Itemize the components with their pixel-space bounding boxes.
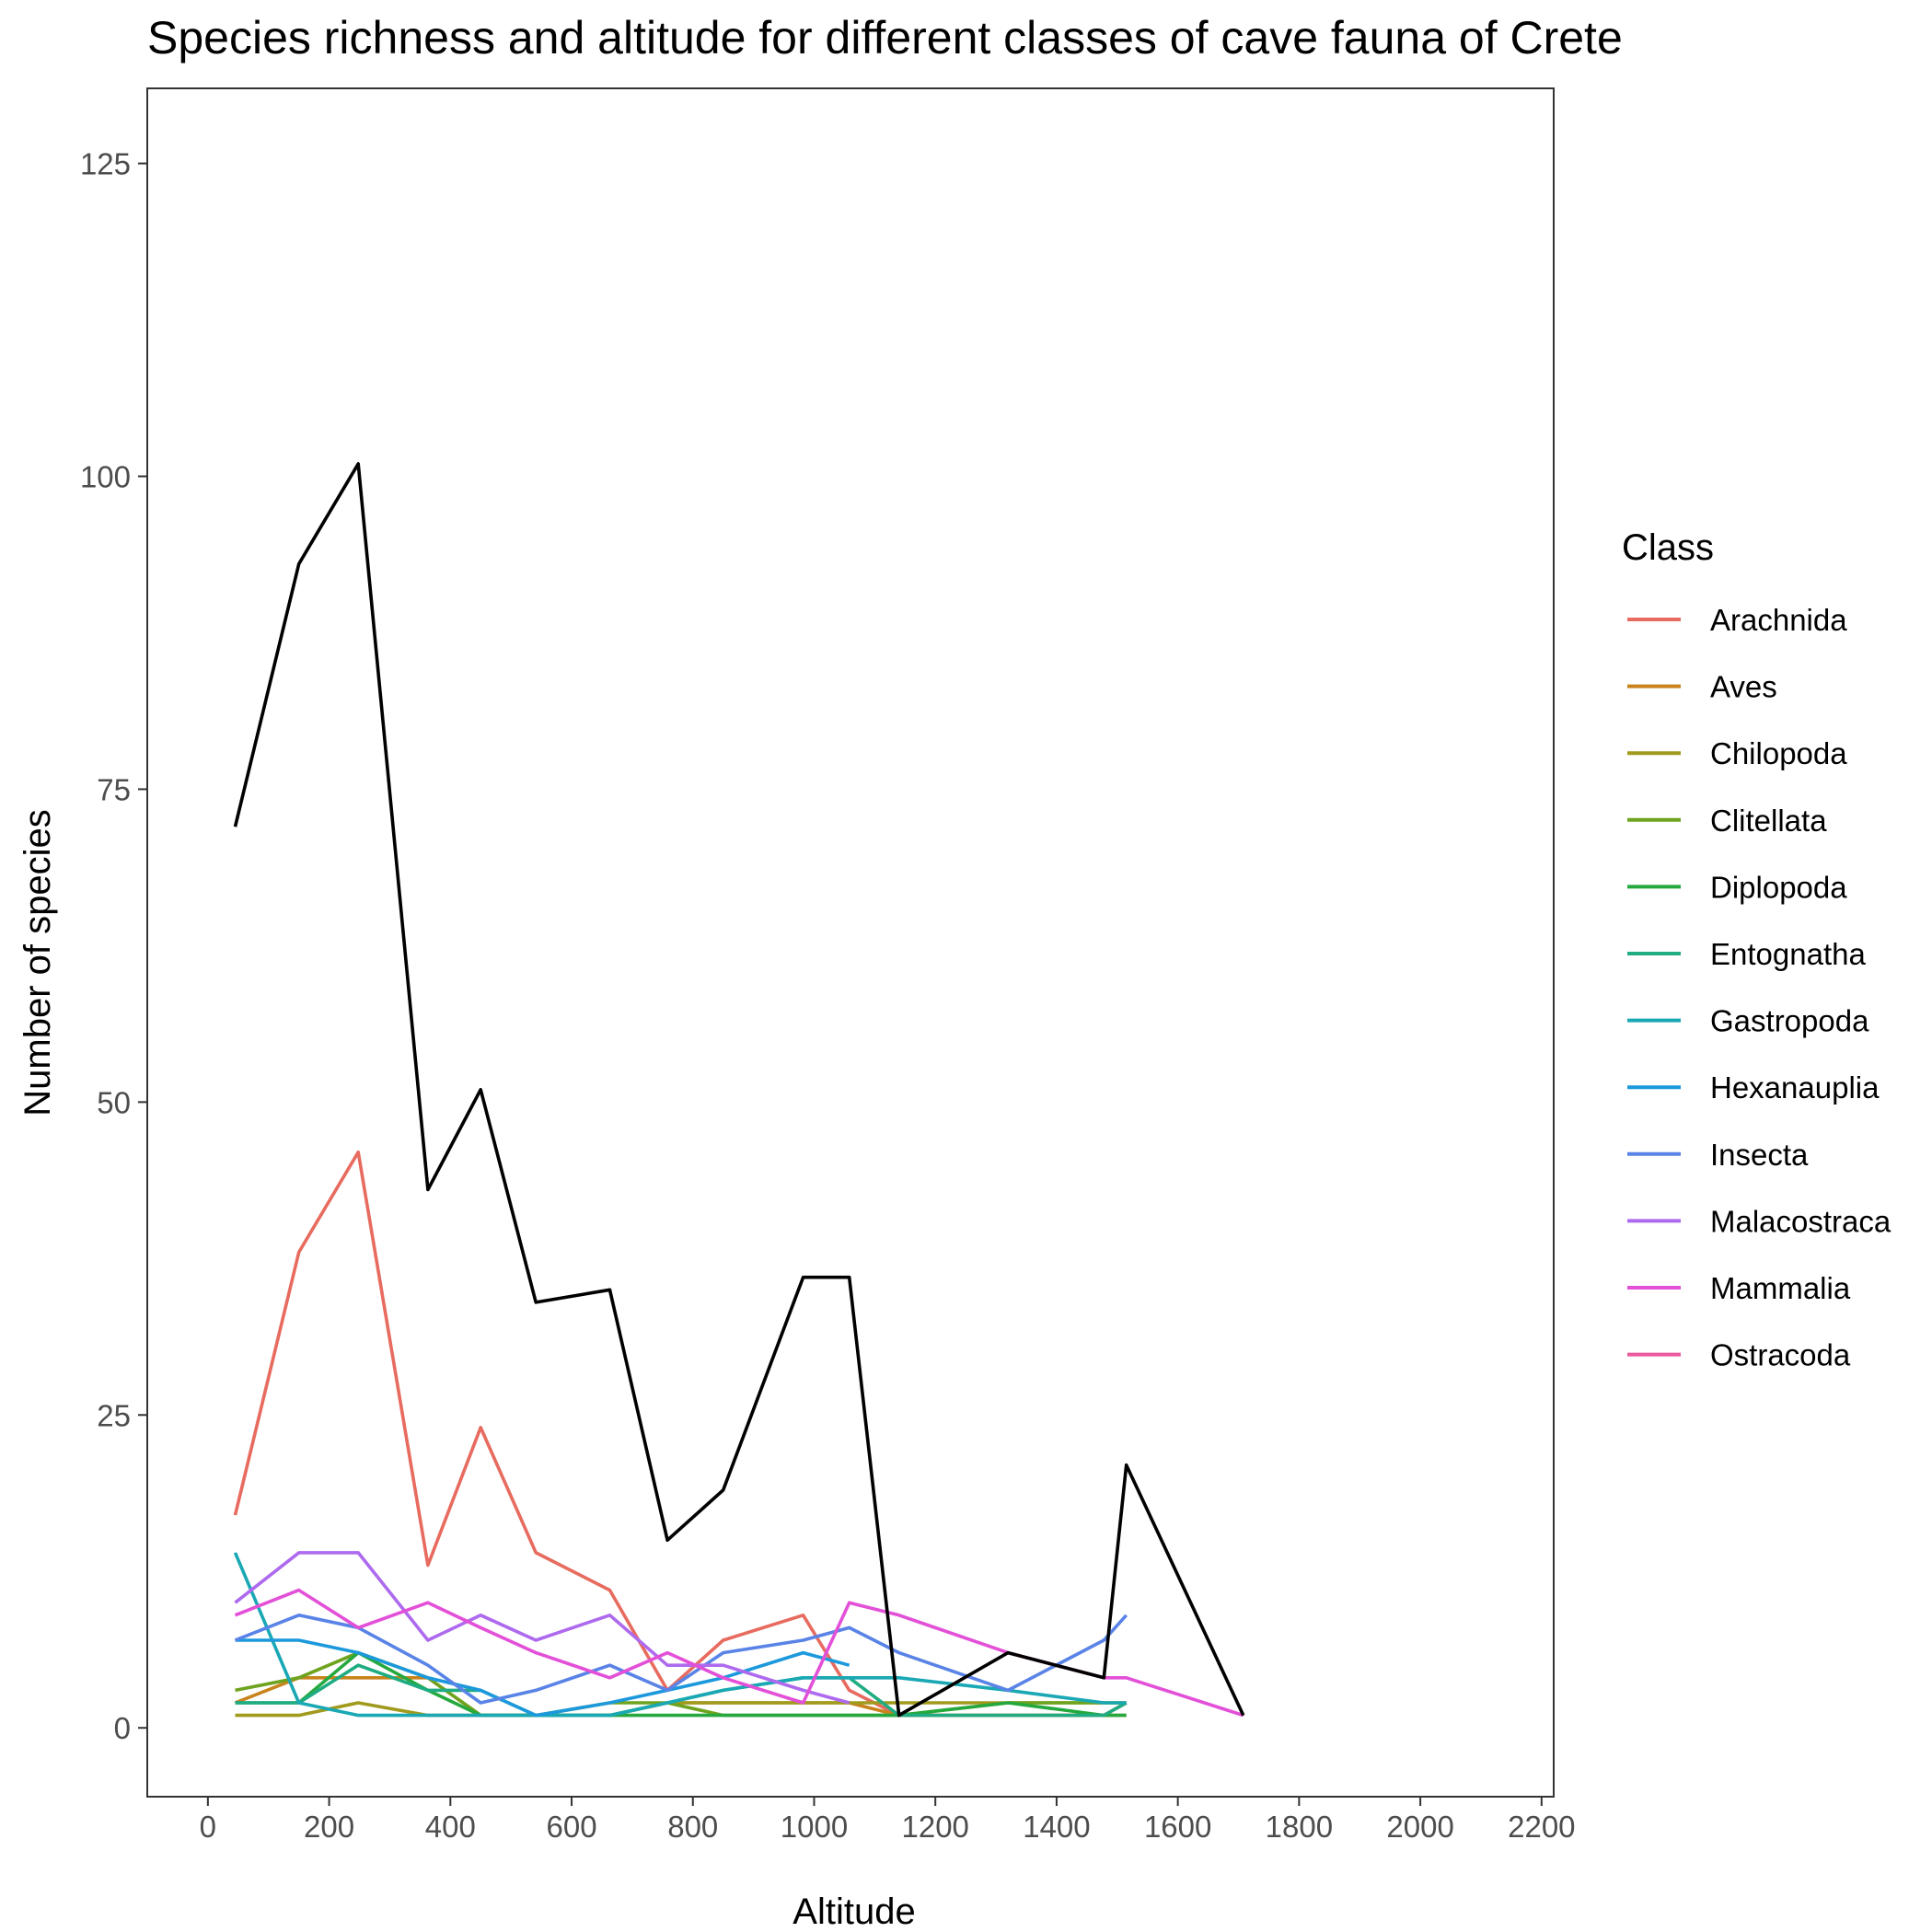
- legend-label-arachnida: Arachnida: [1710, 603, 1847, 637]
- legend-label-aves: Aves: [1710, 670, 1777, 704]
- series-line-gastropoda: [233, 1552, 1127, 1718]
- x-tick-label: 0: [200, 1810, 216, 1844]
- legend-label-mammalia: Mammalia: [1710, 1271, 1851, 1305]
- x-axis: 0 200 400 600 800 1000 1200 1400 1600 1800 2000 220…: [200, 1797, 1576, 1844]
- y-tick-label: 125: [80, 147, 131, 181]
- x-tick-label: 400: [425, 1810, 476, 1844]
- y-tick-label: 25: [97, 1398, 131, 1432]
- x-tick-label: 1600: [1144, 1810, 1211, 1844]
- series-line-total: [233, 462, 1245, 1718]
- x-tick-label: 1800: [1266, 1810, 1333, 1844]
- y-axis-title: Number of species: [17, 809, 58, 1116]
- legend-label-gastropoda: Gastropoda: [1710, 1004, 1869, 1038]
- y-axis: 0 25 50 75 100 125: [80, 147, 147, 1745]
- chart-title: Species richness and altitude for differ…: [147, 12, 1623, 64]
- x-tick-label: 600: [547, 1810, 597, 1844]
- plot-panel: [146, 87, 1555, 1798]
- legend-label-clitellata: Clitellata: [1710, 804, 1827, 838]
- series-line-malacostraca: [234, 1551, 850, 1705]
- series-line-insecta: [234, 1614, 1128, 1705]
- x-tick-label: 2000: [1386, 1810, 1453, 1844]
- legend-label-hexanauplia: Hexanauplia: [1710, 1070, 1880, 1105]
- legend: Class Arachnida Aves Chilopoda Clitellata Di…: [1622, 527, 1892, 1372]
- x-tick-label: 1200: [901, 1810, 968, 1844]
- legend-label-ostracoda: Ostracoda: [1710, 1338, 1851, 1372]
- x-tick-label: 800: [667, 1810, 718, 1844]
- plot-border: [146, 87, 1555, 1798]
- series-line-diplopoda: [235, 1650, 1127, 1718]
- legend-label-malacostraca: Malacostraca: [1710, 1204, 1892, 1238]
- series-line-hexanauplia: [235, 1638, 850, 1718]
- x-tick-label: 1400: [1023, 1810, 1090, 1844]
- x-tick-label: 200: [304, 1810, 354, 1844]
- y-tick-label: 75: [97, 772, 131, 806]
- y-tick-label: 0: [114, 1711, 131, 1745]
- y-tick-label: 100: [80, 460, 131, 494]
- legend-title: Class: [1622, 527, 1714, 568]
- x-tick-label: 2200: [1508, 1810, 1575, 1844]
- legend-label-insecta: Insecta: [1710, 1138, 1809, 1172]
- x-axis-title: Altitude: [792, 1892, 915, 1932]
- y-tick-label: 50: [97, 1085, 131, 1119]
- legend-label-chilopoda: Chilopoda: [1710, 736, 1847, 770]
- legend-label-entognatha: Entognatha: [1710, 937, 1866, 971]
- series-layer: [233, 462, 1245, 1718]
- legend-label-diplopoda: Diplopoda: [1710, 870, 1847, 904]
- x-tick-label: 1000: [781, 1810, 848, 1844]
